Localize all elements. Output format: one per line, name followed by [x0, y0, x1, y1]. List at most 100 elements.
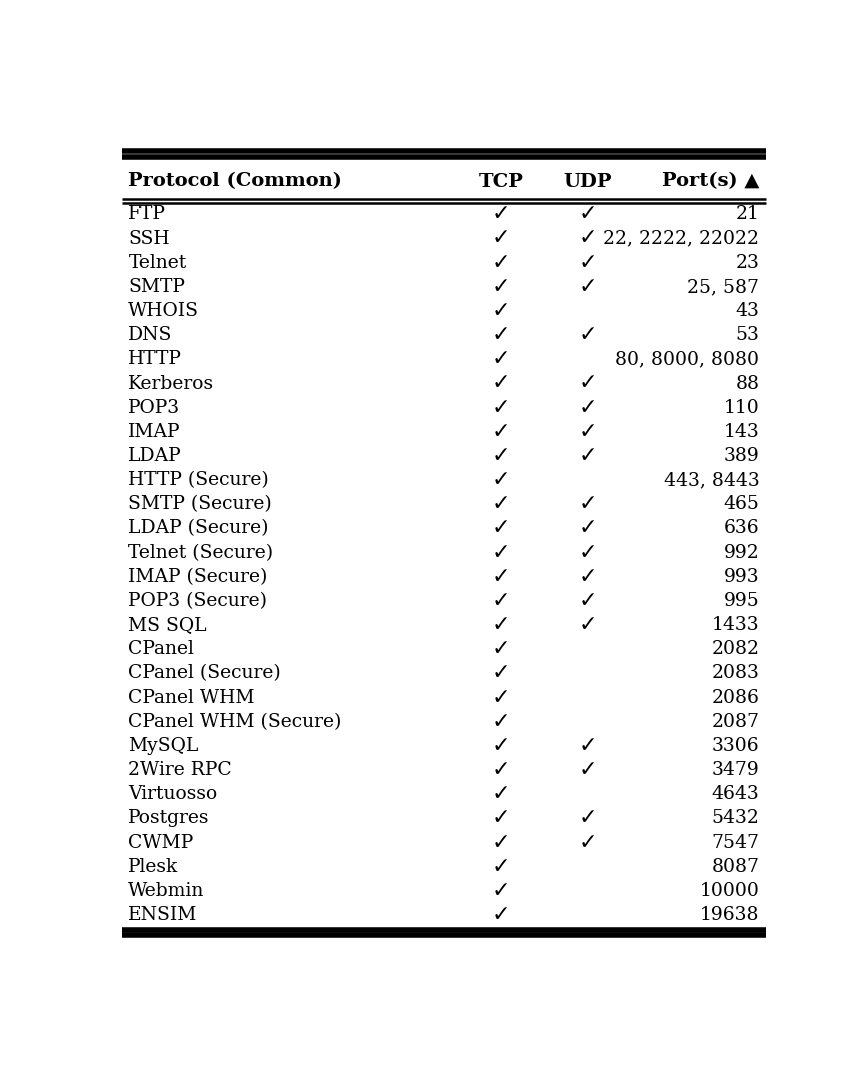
Text: ✓: ✓: [578, 494, 598, 514]
Text: CWMP: CWMP: [128, 833, 194, 852]
Text: 22, 2222, 22022: 22, 2222, 22022: [604, 229, 759, 248]
Text: MS SQL: MS SQL: [128, 616, 207, 634]
Text: ✓: ✓: [492, 518, 510, 539]
Text: Protocol (Common): Protocol (Common): [128, 172, 342, 190]
Text: ENSIM: ENSIM: [128, 906, 197, 924]
Text: 143: 143: [723, 423, 759, 440]
Text: WHOIS: WHOIS: [128, 302, 199, 320]
Text: LDAP (Secure): LDAP (Secure): [128, 519, 268, 538]
Text: ✓: ✓: [492, 761, 510, 780]
Text: SSH: SSH: [128, 229, 170, 248]
Text: ✓: ✓: [492, 663, 510, 684]
Text: ✓: ✓: [578, 422, 598, 441]
Text: ✓: ✓: [492, 398, 510, 418]
Text: ✓: ✓: [492, 616, 510, 635]
Text: Webmin: Webmin: [128, 882, 204, 900]
Text: 53: 53: [735, 326, 759, 344]
Text: ✓: ✓: [492, 422, 510, 441]
Text: 3479: 3479: [712, 761, 759, 779]
Text: ✓: ✓: [492, 543, 510, 563]
Text: ✓: ✓: [492, 881, 510, 901]
Text: HTTP (Secure): HTTP (Secure): [128, 471, 269, 489]
Text: TCP: TCP: [478, 172, 523, 190]
Text: 25, 587: 25, 587: [688, 278, 759, 295]
Text: 636: 636: [724, 519, 759, 538]
Text: ✓: ✓: [578, 808, 598, 829]
Text: 465: 465: [723, 496, 759, 513]
Text: Virtuosso: Virtuosso: [128, 786, 217, 803]
Text: ✓: ✓: [492, 349, 510, 369]
Text: ✓: ✓: [492, 373, 510, 394]
Text: ✓: ✓: [492, 736, 510, 756]
Text: ✓: ✓: [492, 905, 510, 925]
Text: 389: 389: [723, 447, 759, 465]
Text: 992: 992: [723, 543, 759, 562]
Text: ✓: ✓: [492, 808, 510, 829]
Text: UDP: UDP: [564, 172, 612, 190]
Text: ✓: ✓: [492, 639, 510, 659]
Text: Telnet: Telnet: [128, 253, 187, 272]
Text: 2Wire RPC: 2Wire RPC: [128, 761, 232, 779]
Text: MySQL: MySQL: [128, 737, 199, 755]
Text: IMAP (Secure): IMAP (Secure): [128, 568, 268, 585]
Text: 80, 8000, 8080: 80, 8000, 8080: [615, 351, 759, 368]
Text: ✓: ✓: [492, 591, 510, 611]
Text: ✓: ✓: [578, 761, 598, 780]
Text: 23: 23: [735, 253, 759, 272]
Text: ✓: ✓: [578, 736, 598, 756]
Text: 3306: 3306: [712, 737, 759, 755]
Text: ✓: ✓: [578, 591, 598, 611]
Text: ✓: ✓: [492, 784, 510, 804]
Text: 43: 43: [735, 302, 759, 320]
Text: ✓: ✓: [578, 253, 598, 273]
Text: DNS: DNS: [128, 326, 172, 344]
Text: 2083: 2083: [711, 664, 759, 683]
Text: ✓: ✓: [492, 204, 510, 224]
Text: ✓: ✓: [578, 543, 598, 563]
Text: CPanel: CPanel: [128, 641, 194, 658]
Text: SMTP (Secure): SMTP (Secure): [128, 496, 272, 513]
Text: SMTP: SMTP: [128, 278, 185, 295]
Text: ✓: ✓: [578, 326, 598, 345]
Text: ✓: ✓: [492, 688, 510, 708]
Text: 5432: 5432: [711, 809, 759, 828]
Text: ✓: ✓: [492, 494, 510, 514]
Text: ✓: ✓: [492, 471, 510, 490]
Text: ✓: ✓: [492, 228, 510, 249]
Text: 2087: 2087: [711, 713, 759, 730]
Text: ✓: ✓: [492, 857, 510, 876]
Text: Telnet (Secure): Telnet (Secure): [128, 543, 274, 562]
Text: CPanel WHM (Secure): CPanel WHM (Secure): [128, 713, 342, 730]
Text: ✓: ✓: [578, 373, 598, 394]
Text: ✓: ✓: [492, 277, 510, 296]
Text: ✓: ✓: [578, 832, 598, 853]
Text: ✓: ✓: [492, 446, 510, 466]
Text: 19638: 19638: [700, 906, 759, 924]
Text: 993: 993: [724, 568, 759, 585]
Text: ✓: ✓: [578, 228, 598, 249]
Text: HTTP: HTTP: [128, 351, 182, 368]
Text: 995: 995: [723, 592, 759, 610]
Text: FTP: FTP: [128, 206, 166, 223]
Text: 21: 21: [735, 206, 759, 223]
Text: 110: 110: [723, 398, 759, 417]
Text: LDAP: LDAP: [128, 447, 182, 465]
Text: ✓: ✓: [578, 446, 598, 466]
Text: Port(s) ▲: Port(s) ▲: [662, 172, 759, 190]
Text: ✓: ✓: [492, 253, 510, 273]
Text: 88: 88: [735, 374, 759, 393]
Text: Plesk: Plesk: [128, 858, 178, 875]
Text: Postgres: Postgres: [128, 809, 210, 828]
Text: 443, 8443: 443, 8443: [663, 471, 759, 489]
Text: ✓: ✓: [578, 398, 598, 418]
Text: POP3 (Secure): POP3 (Secure): [128, 592, 268, 610]
Text: ✓: ✓: [492, 301, 510, 321]
Text: ✓: ✓: [492, 712, 510, 731]
Text: ✓: ✓: [578, 567, 598, 586]
Text: IMAP: IMAP: [128, 423, 181, 440]
Text: ✓: ✓: [578, 204, 598, 224]
Text: 7547: 7547: [711, 833, 759, 852]
Text: 8087: 8087: [711, 858, 759, 875]
Text: 2082: 2082: [711, 641, 759, 658]
Text: ✓: ✓: [492, 567, 510, 586]
